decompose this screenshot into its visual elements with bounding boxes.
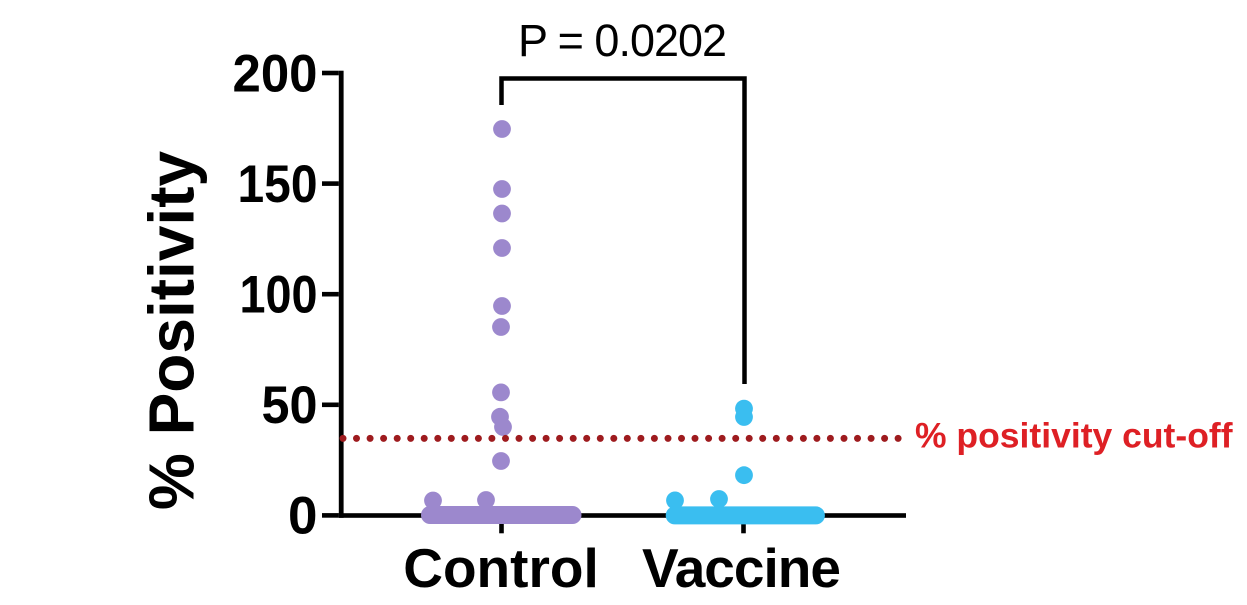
svg-text:100: 100 xyxy=(240,266,318,325)
svg-text:0: 0 xyxy=(288,487,317,546)
svg-text:Control: Control xyxy=(403,537,599,599)
svg-text:P = 0.0202: P = 0.0202 xyxy=(518,15,726,66)
svg-text:% Positivity: % Positivity xyxy=(136,150,208,510)
svg-text:Vaccine: Vaccine xyxy=(642,537,840,599)
svg-text:200: 200 xyxy=(233,44,318,103)
svg-text:50: 50 xyxy=(262,376,318,435)
svg-text:% positivity cut-off: % positivity cut-off xyxy=(915,416,1233,456)
svg-text:150: 150 xyxy=(238,155,318,214)
